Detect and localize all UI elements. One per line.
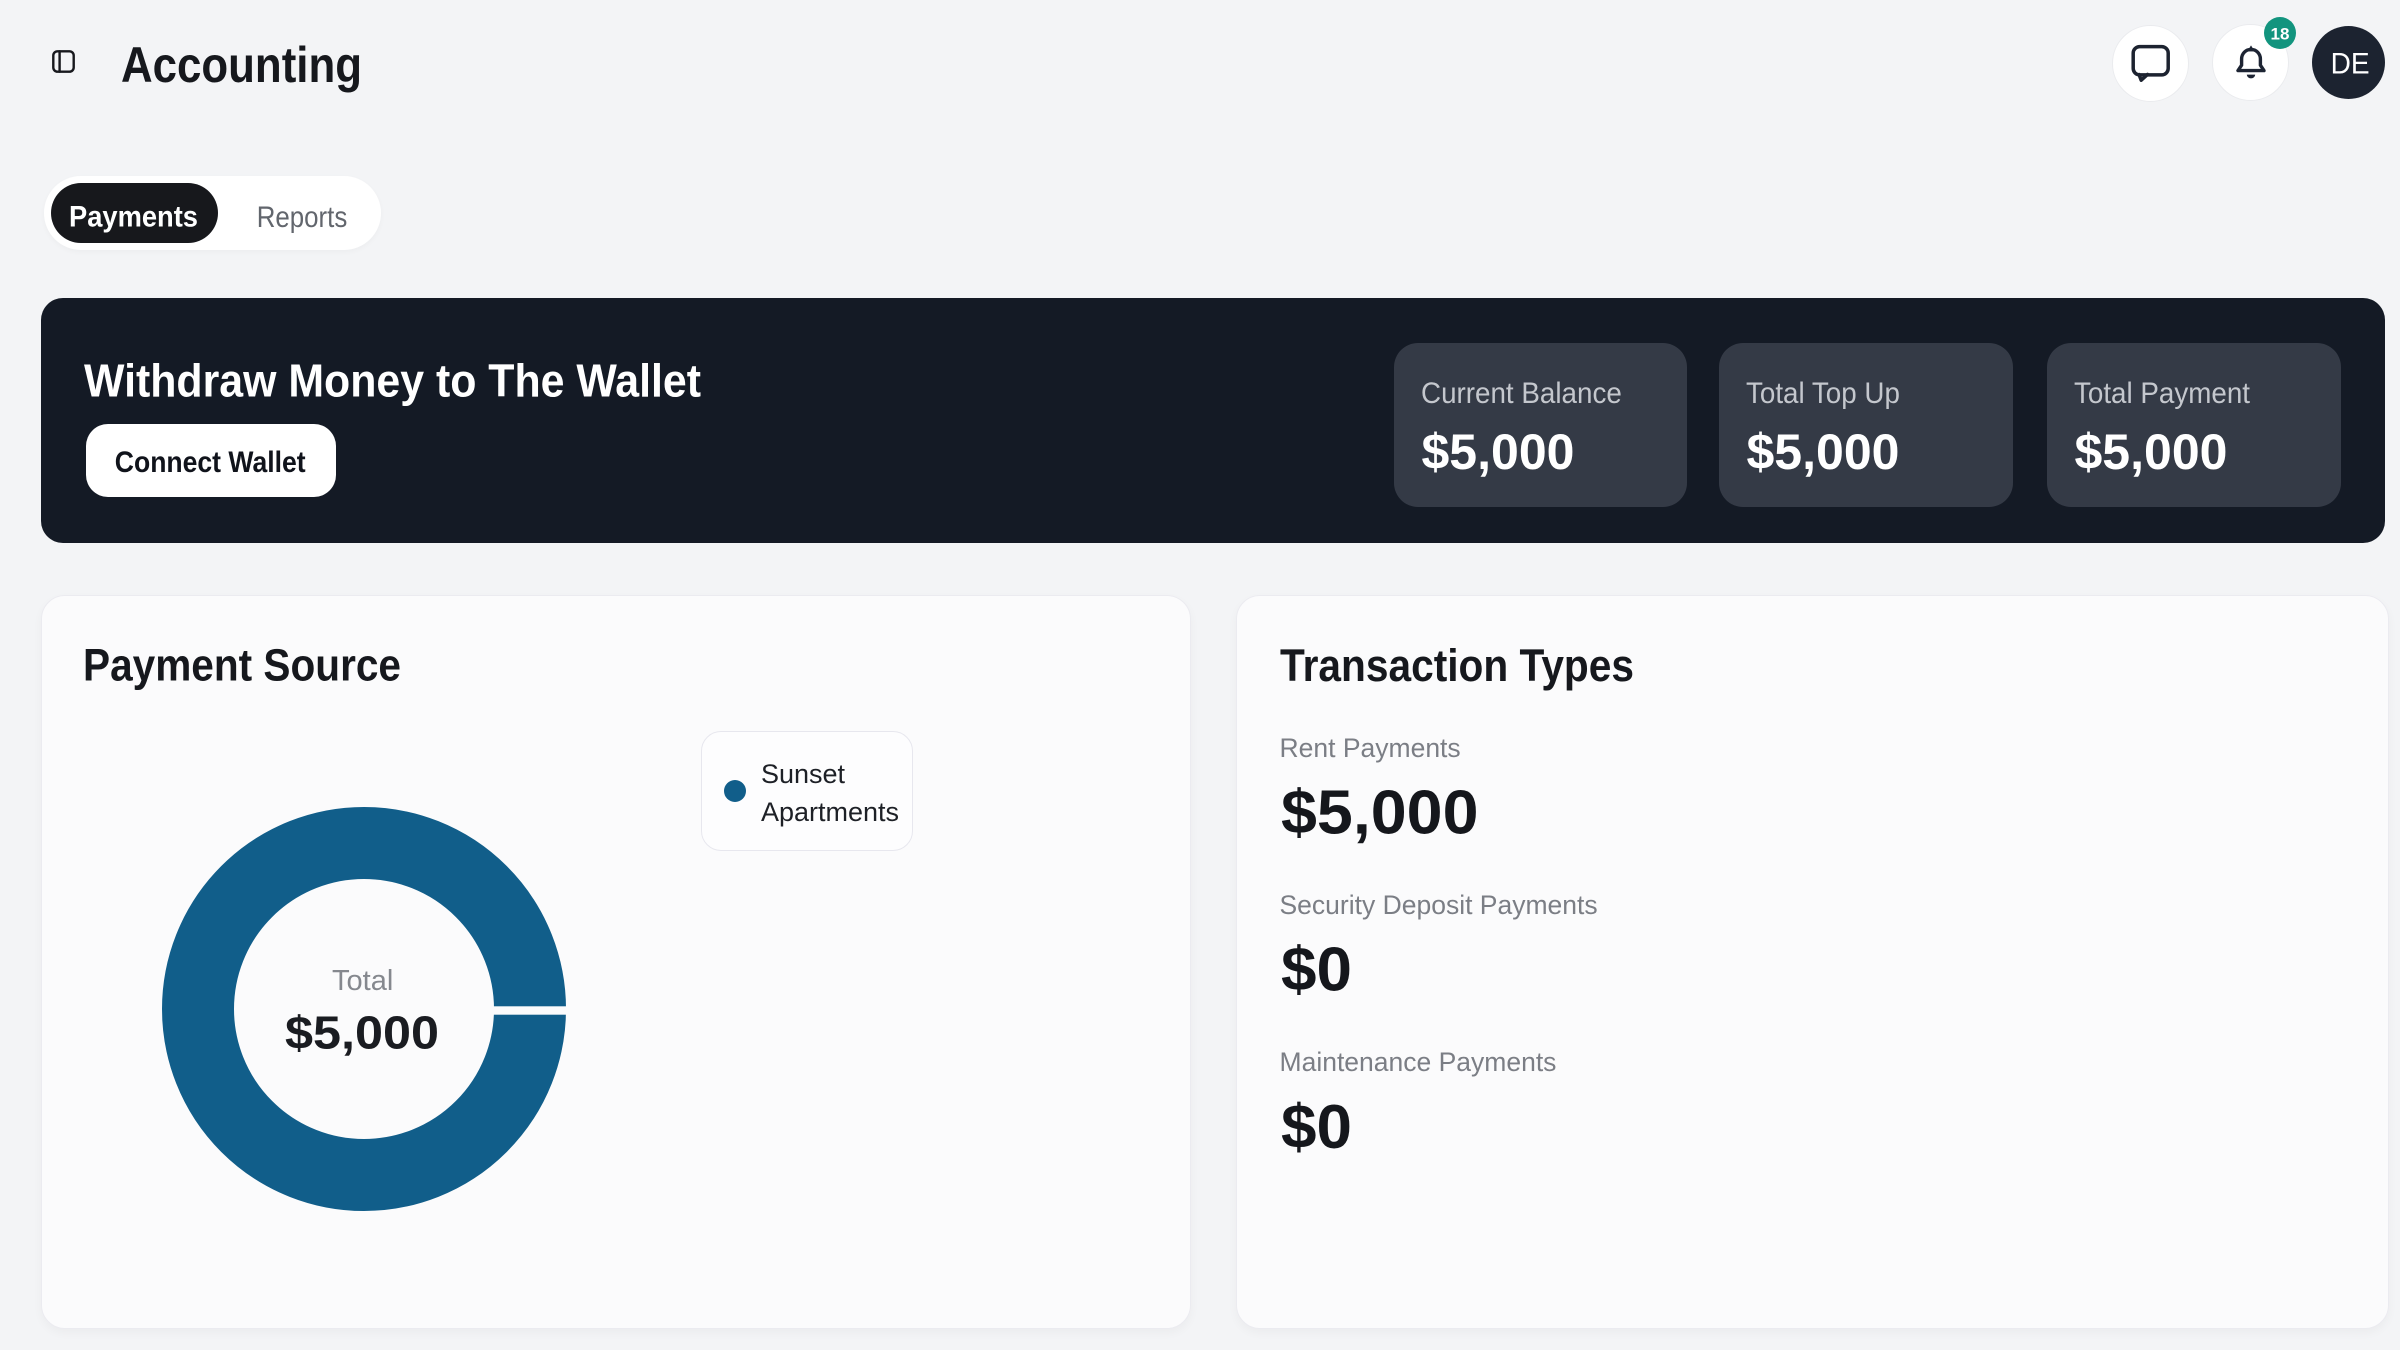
svg-text:Payment Source: Payment Source [83, 640, 401, 691]
svg-text:Accounting: Accounting [121, 37, 362, 93]
svg-text:Withdraw Money to The Wallet: Withdraw Money to The Wallet [84, 355, 701, 407]
svg-text:Total Payment: Total Payment [2074, 377, 2251, 410]
svg-text:Current Balance: Current Balance [1421, 377, 1622, 410]
svg-text:Connect Wallet: Connect Wallet [115, 446, 306, 479]
svg-text:18: 18 [2271, 24, 2290, 43]
svg-text:$5,000: $5,000 [1281, 779, 1479, 848]
svg-text:$0: $0 [1281, 935, 1352, 1004]
svg-text:$0: $0 [1281, 1093, 1352, 1162]
svg-text:Reports: Reports [257, 201, 348, 234]
svg-text:Transaction Types: Transaction Types [1280, 640, 1634, 691]
svg-text:Payments: Payments [69, 201, 198, 234]
svg-text:$5,000: $5,000 [285, 1006, 439, 1058]
svg-text:Total Top Up: Total Top Up [1746, 377, 1900, 410]
svg-text:DE: DE [2331, 47, 2370, 80]
